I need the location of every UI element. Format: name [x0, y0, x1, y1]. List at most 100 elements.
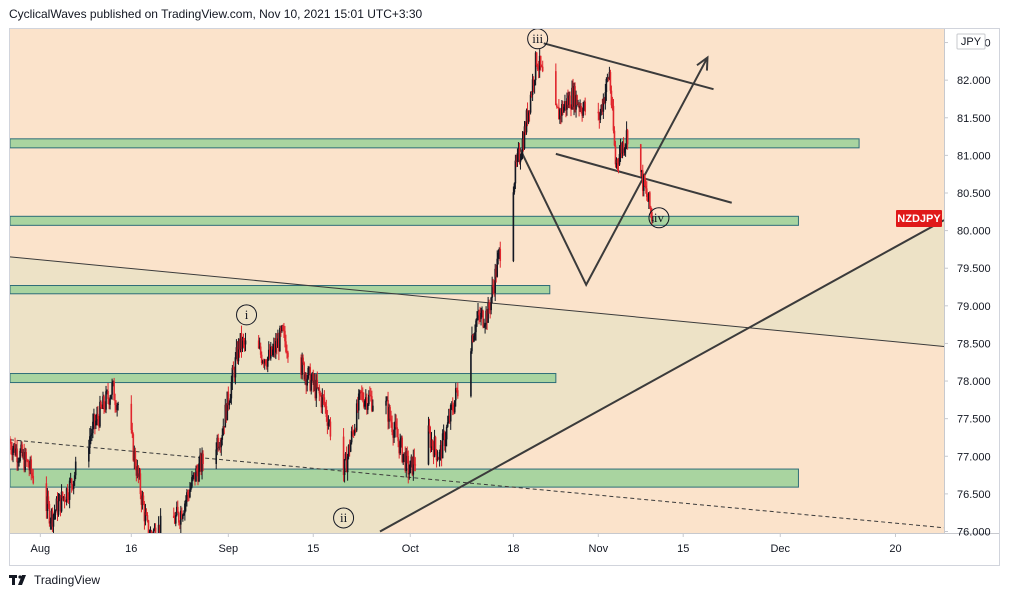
candle-up — [564, 101, 566, 107]
wave-label-text: iii — [532, 31, 543, 46]
candle-down — [274, 344, 276, 353]
candle-down — [366, 397, 368, 410]
candle-down — [536, 65, 539, 70]
candle-up — [394, 421, 396, 430]
candle-down — [135, 467, 138, 476]
candle-down — [276, 341, 278, 348]
candle-up — [20, 444, 22, 451]
candle-up — [102, 396, 104, 409]
candle-up — [191, 477, 193, 487]
candle-up — [483, 326, 485, 328]
wave-label-iii: iii — [527, 29, 549, 50]
candle-up — [93, 414, 95, 422]
candle-down — [30, 459, 33, 473]
price-tick-label: 81.500 — [957, 113, 991, 125]
candle-up — [520, 155, 523, 160]
time-tick-label: Aug — [31, 543, 51, 555]
candle-down — [352, 431, 355, 435]
candle-up — [306, 378, 308, 386]
candle-down — [158, 524, 161, 533]
candle-up — [480, 312, 482, 320]
candle-down — [361, 392, 364, 401]
candle-up — [533, 80, 536, 86]
candle-up — [186, 492, 188, 500]
candle-up — [19, 450, 21, 462]
candle-down — [303, 362, 305, 380]
candle-up — [156, 542, 158, 543]
candle-down — [370, 395, 372, 397]
candle-down — [219, 446, 222, 448]
candle-down — [651, 212, 653, 221]
candle-up — [445, 426, 448, 440]
candle-down — [61, 491, 64, 499]
candle-down — [188, 494, 190, 498]
candle-down — [197, 471, 199, 482]
candle-up — [449, 405, 452, 422]
candle-down — [51, 510, 54, 527]
candle-up — [604, 92, 607, 104]
symbol-price-badge[interactable]: NZDJPY — [896, 210, 942, 227]
candle-up — [175, 506, 178, 516]
candle-up — [321, 395, 324, 408]
candle-down — [434, 437, 437, 450]
candle-down — [173, 517, 176, 524]
candle-down — [71, 484, 74, 489]
candle-up — [388, 407, 390, 422]
candle-up — [400, 437, 402, 440]
candle-up — [328, 421, 331, 423]
candle-down — [283, 330, 285, 332]
candle-up — [12, 448, 14, 456]
candle-up — [386, 400, 388, 402]
tradingview-logo-icon[interactable] — [9, 574, 29, 586]
candle-down — [443, 432, 446, 447]
candle-up — [602, 98, 605, 112]
candle-up — [317, 387, 320, 389]
candle-up — [453, 400, 456, 413]
candle-down — [282, 325, 284, 331]
candle-up — [13, 443, 15, 449]
candle-up — [279, 328, 281, 352]
candle-up — [571, 87, 573, 110]
candle-down — [202, 453, 204, 464]
candle-up — [189, 489, 191, 498]
candle-up — [363, 400, 366, 407]
time-tick-label: 15 — [307, 543, 319, 555]
candle-up — [344, 453, 347, 460]
candle-up — [304, 374, 306, 380]
candle-down — [140, 494, 143, 505]
trendline-1 — [10, 256, 944, 347]
candle-down — [103, 396, 105, 408]
candle-down — [569, 95, 571, 109]
candle-down — [431, 440, 434, 447]
candle-up — [116, 404, 118, 410]
candle-down — [300, 357, 302, 375]
candle-down — [607, 77, 610, 80]
candle-up — [310, 379, 313, 391]
candle-up — [514, 160, 517, 184]
time-tick-label: 15 — [677, 543, 689, 555]
candle-up — [224, 404, 227, 428]
currency-label-text: JPY — [961, 36, 982, 48]
candle-up — [180, 510, 182, 525]
candle-down — [406, 451, 409, 456]
candle-down — [392, 432, 394, 438]
candle-up — [263, 359, 266, 364]
candle-up — [307, 367, 309, 379]
candle-down — [326, 416, 329, 426]
candle-down — [312, 373, 315, 385]
candle-down — [286, 351, 288, 353]
candle-up — [106, 391, 108, 393]
candle-up — [538, 55, 541, 70]
candle-down — [455, 388, 458, 391]
candle-down — [448, 415, 451, 422]
wave-label-circle — [648, 207, 670, 229]
zone-4 — [10, 373, 557, 384]
candle-up — [444, 439, 447, 447]
time-tick-label: 16 — [125, 543, 137, 555]
candle-up — [430, 440, 433, 448]
candle-up — [534, 52, 537, 81]
candle-down — [354, 429, 357, 431]
price-axis: 76.000 76.500 77.000 77.500 78.000 78.500 79.0… — [944, 38, 991, 538]
candle-down — [645, 185, 647, 189]
